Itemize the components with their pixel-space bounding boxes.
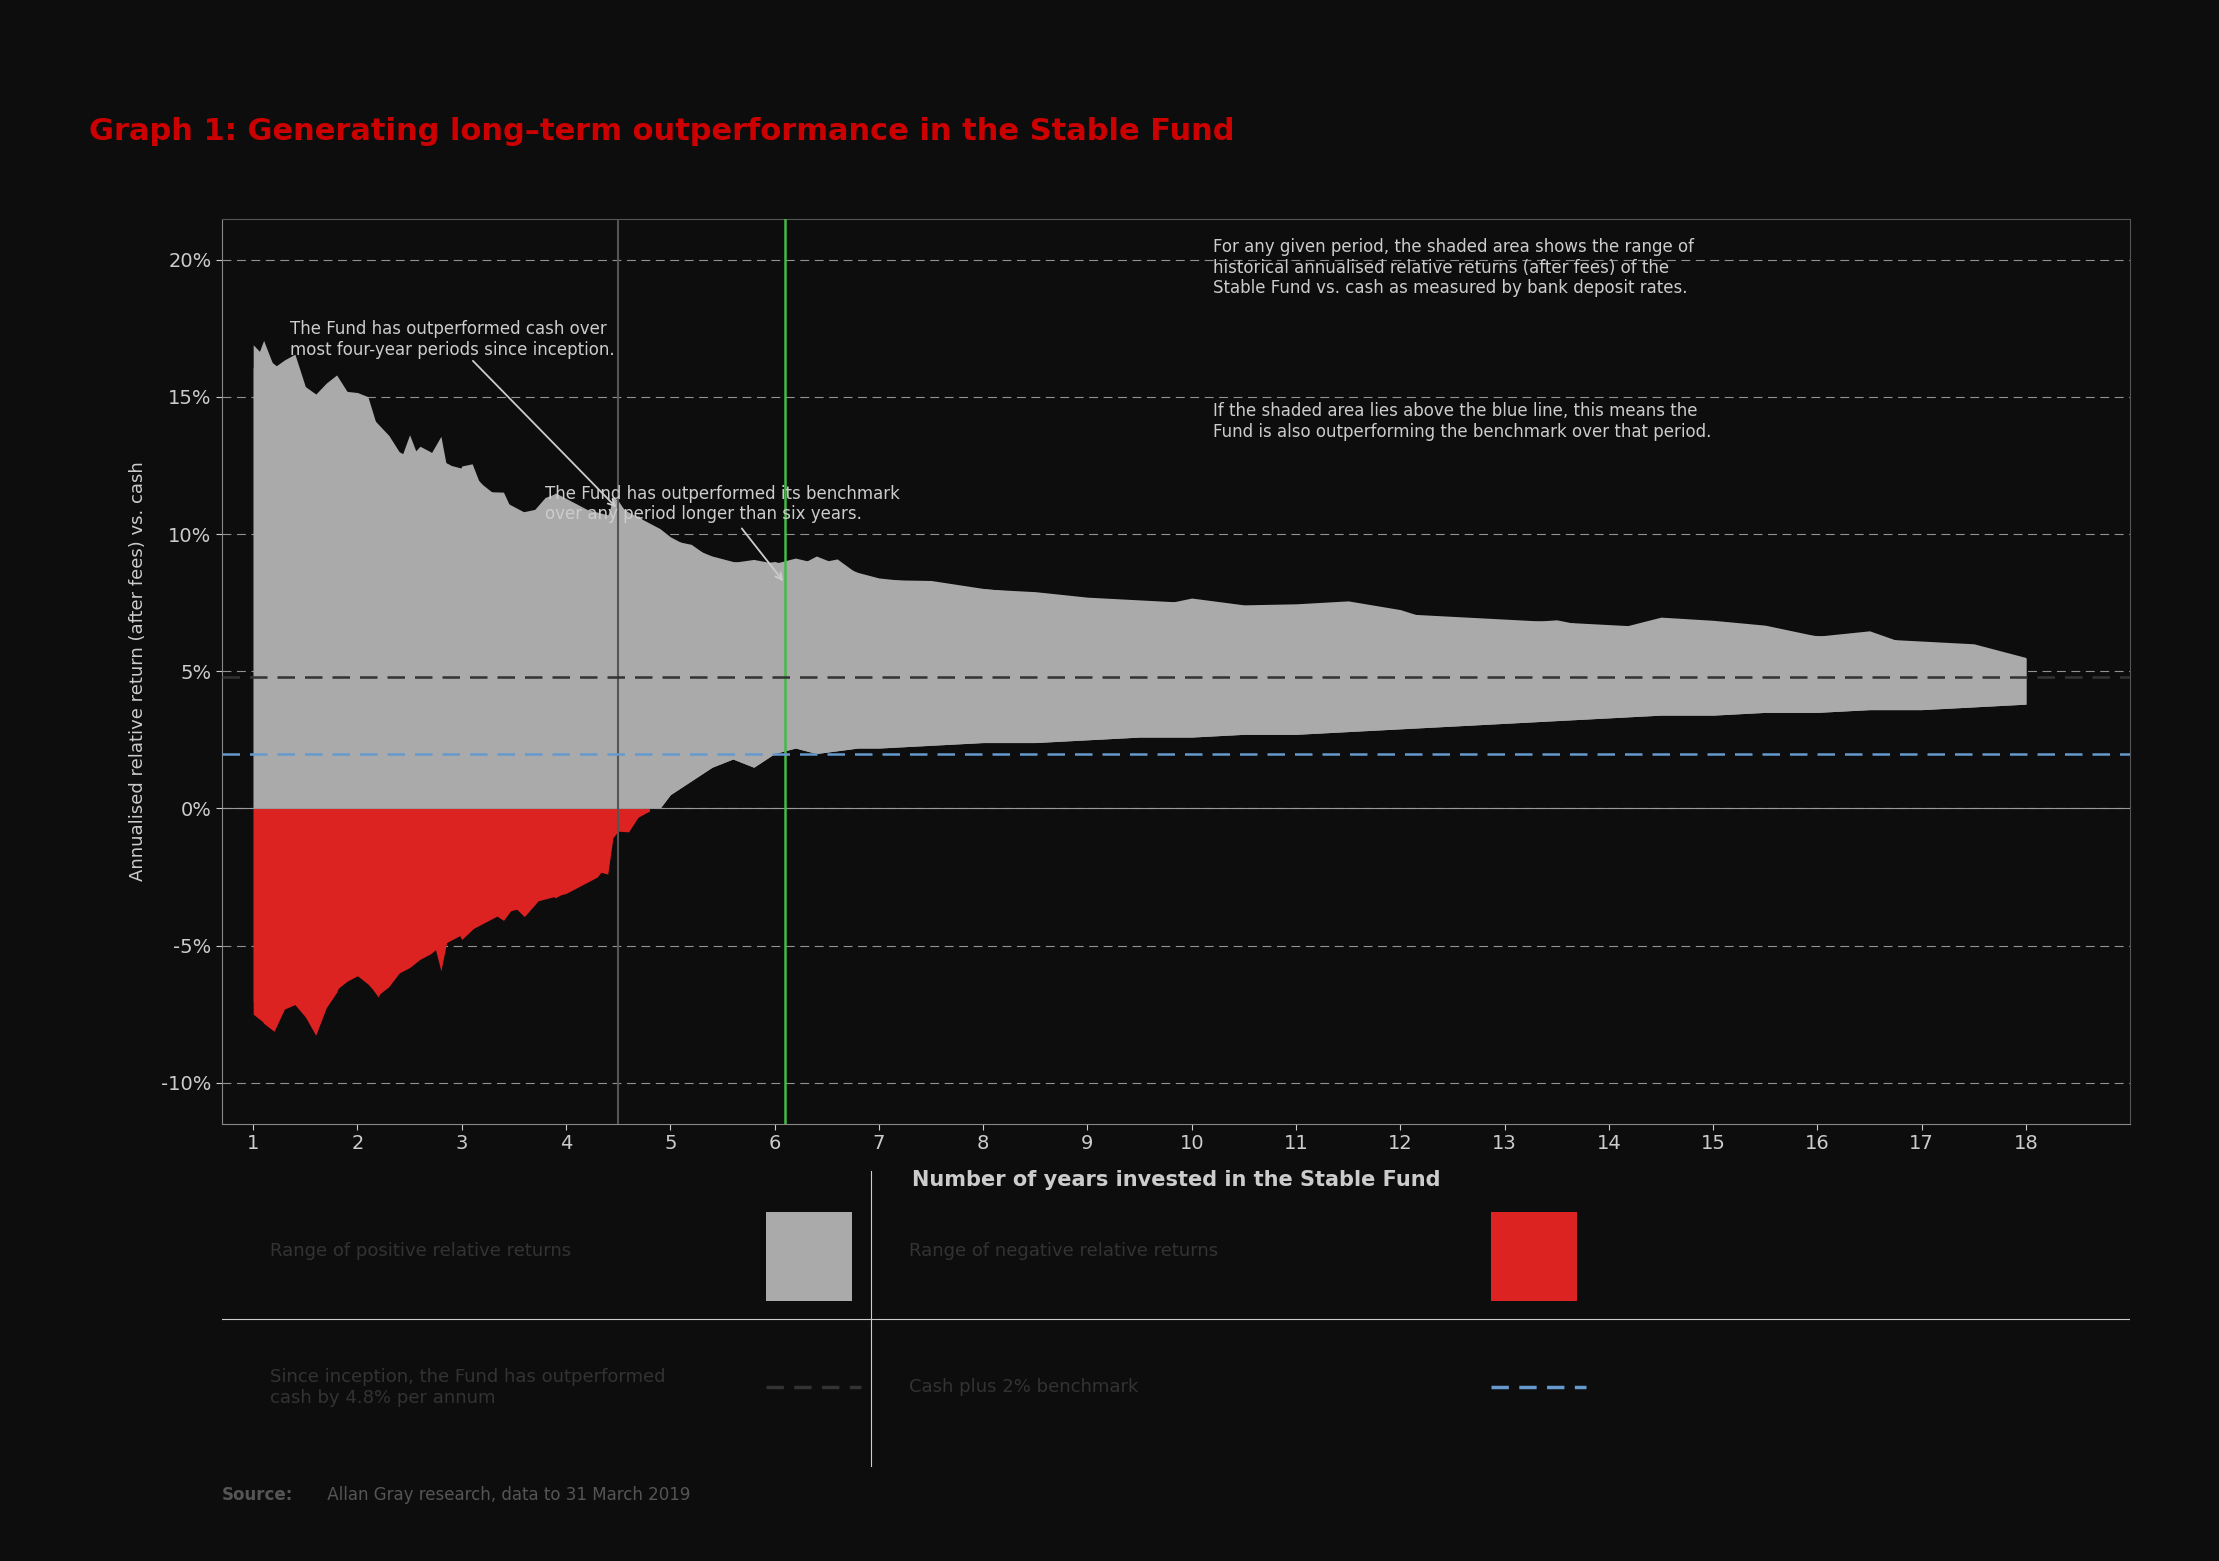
Text: Range of positive relative returns: Range of positive relative returns — [271, 1243, 570, 1260]
Bar — [766, 1213, 852, 1302]
Bar — [1491, 1213, 1578, 1302]
Text: Cash plus 2% benchmark: Cash plus 2% benchmark — [910, 1378, 1138, 1396]
Text: Source:: Source: — [222, 1486, 293, 1505]
Text: For any given period, the shaded area shows the range of
historical annualised r: For any given period, the shaded area sh… — [1212, 237, 1693, 297]
Text: The Fund has outperformed cash over
most four-year periods since inception.: The Fund has outperformed cash over most… — [291, 320, 615, 506]
Text: Range of negative relative returns: Range of negative relative returns — [910, 1243, 1218, 1260]
Text: The Fund has outperformed its benchmark
over any period longer than six years.: The Fund has outperformed its benchmark … — [546, 484, 901, 579]
Text: Allan Gray research, data to 31 March 2019: Allan Gray research, data to 31 March 20… — [322, 1486, 690, 1505]
Y-axis label: Annualised relative return (after fees) vs. cash: Annualised relative return (after fees) … — [129, 462, 146, 880]
Text: If the shaded area lies above the blue line, this means the
Fund is also outperf: If the shaded area lies above the blue l… — [1212, 403, 1711, 442]
Text: Graph 1: Generating long–term outperformance in the Stable Fund: Graph 1: Generating long–term outperform… — [89, 117, 1234, 147]
Text: Since inception, the Fund has outperformed
cash by 4.8% per annum: Since inception, the Fund has outperform… — [271, 1367, 666, 1406]
X-axis label: Number of years invested in the Stable Fund: Number of years invested in the Stable F… — [912, 1171, 1440, 1189]
